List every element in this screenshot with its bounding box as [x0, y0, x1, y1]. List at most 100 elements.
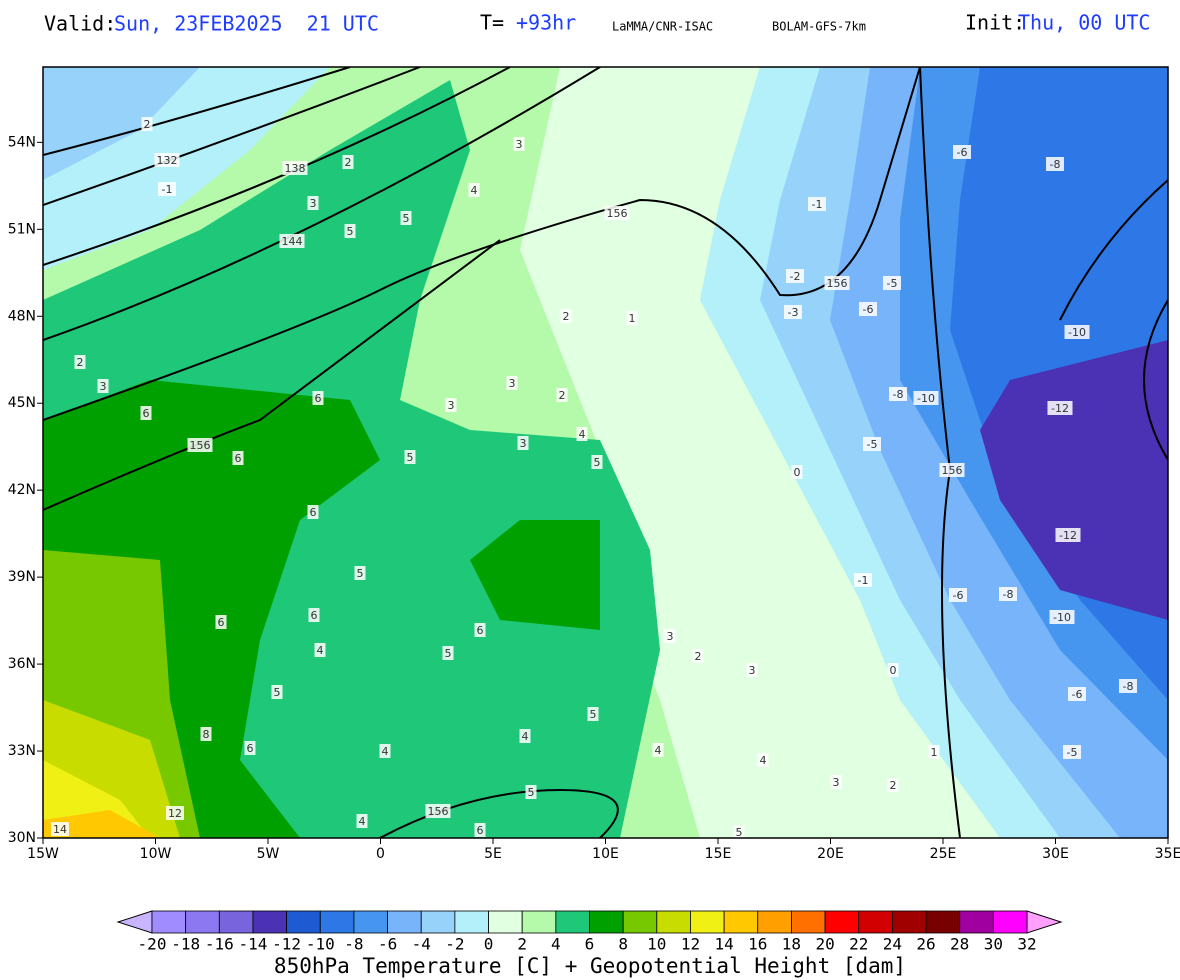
contour-label: -10: [1068, 326, 1086, 339]
colorbar-tick-label: -2: [445, 935, 464, 954]
colorbar-tick-label: 14: [714, 935, 733, 954]
colorbar-tick-label: 2: [517, 935, 527, 954]
contour-label-box: [519, 729, 531, 743]
colorbar-box: [925, 910, 961, 934]
colorbar-box: [824, 910, 860, 934]
contour-label: 132: [157, 154, 178, 167]
contour-label-box: [307, 196, 319, 210]
contour-label: 5: [594, 456, 601, 469]
contour-label: 6: [477, 624, 484, 637]
colorbar-tick-label: -6: [378, 935, 397, 954]
contour-label: 156: [942, 464, 963, 477]
contour-label-box: [784, 305, 802, 319]
contour-label: 5: [528, 786, 535, 799]
colorbar-box: [521, 910, 557, 934]
axes: 15W 10W 5W 0 5E 10E 15E 20E 25E 30E 35E 30N 33N 36N 39…: [8, 134, 1180, 862]
contour-label-box: [344, 224, 356, 238]
contour-label: 6: [315, 392, 322, 405]
contour-label: 5: [736, 826, 743, 839]
contour-label: 138: [285, 162, 306, 175]
contour-label: -1: [858, 574, 869, 587]
source: LaMMA/CNR-ISAC: [612, 20, 713, 34]
x-tick-label: 15E: [705, 846, 732, 862]
contour-label: 6: [235, 452, 242, 465]
colorbar-box: [286, 910, 321, 934]
valid-label: Valid:: [44, 12, 116, 36]
contour-label: 2: [345, 156, 352, 169]
contour-label: -1: [812, 198, 823, 211]
contour-label-box: [158, 182, 176, 196]
contour-label: -6: [957, 146, 968, 159]
contour-label: 4: [655, 744, 662, 757]
contour-label-box: [282, 161, 308, 175]
y-tick-label: 54N: [8, 134, 36, 150]
contour-label-box: [576, 427, 588, 441]
contour-label: 156: [428, 805, 449, 818]
contour-labels: 132138144156156156156156-6-8-1-2-3-5-6-1…: [51, 117, 1137, 839]
model: BOLAM-GFS-7km: [772, 20, 866, 34]
contour-label-box: [824, 276, 850, 290]
colorbar-tick-label: -20: [138, 935, 167, 954]
colorbar-tick-label: -14: [239, 935, 268, 954]
contour-label-box: [863, 437, 881, 451]
colorbar-box: [185, 910, 220, 934]
contour-label-box: [232, 451, 244, 465]
x-tick-label: 35E: [1155, 846, 1180, 862]
colorbar-box: [690, 910, 725, 934]
contour-label-box: [513, 137, 525, 151]
contour-label: 156: [607, 207, 628, 220]
contour-label-box: [166, 806, 184, 820]
colorbar-tick-label: -18: [171, 935, 200, 954]
colorbar-box: [891, 910, 927, 934]
contour-label-box: [354, 566, 366, 580]
contour-label: -8: [1050, 158, 1061, 171]
contour-label: 5: [357, 567, 364, 580]
colorbar-box: [218, 910, 254, 934]
colorbar-box: [723, 910, 759, 934]
colorbar-under: [116, 910, 153, 934]
colorbar-box: [656, 910, 691, 934]
contour-label: 8: [203, 728, 210, 741]
colorbar-tick-label: 28: [950, 935, 969, 954]
contour-label: -8: [1123, 680, 1134, 693]
init-label: Init:: [965, 11, 1025, 35]
colorbar-title: 850hPa Temperature [C] + Geopotential He…: [274, 954, 906, 978]
contour-label: 2: [695, 650, 702, 663]
contour-label: 2: [563, 310, 570, 323]
colorbar-tick-label: 6: [585, 935, 595, 954]
colorbar-box: [488, 910, 523, 934]
contour-label-box: [468, 183, 480, 197]
colorbar-box: [858, 910, 893, 934]
colorbar-tick-label: 26: [916, 935, 935, 954]
contour-label-box: [307, 505, 319, 519]
colorbar-tick-label: 30: [984, 935, 1003, 954]
colorbar-over: [1026, 910, 1063, 934]
contour-label-box: [200, 727, 212, 741]
y-tick-label: 30N: [8, 830, 36, 846]
colorbar-tick-label: 12: [681, 935, 700, 954]
map-field: [43, 67, 1168, 838]
colorbar-box: [252, 910, 288, 934]
colorbar-box: [387, 910, 422, 934]
colorbar-box: [791, 910, 826, 934]
contour-label: 1: [629, 312, 636, 325]
x-tick-label: 30E: [1042, 846, 1069, 862]
contour-label-box: [97, 379, 109, 393]
contour-label-box: [404, 450, 416, 464]
contour-label: -12: [1051, 402, 1069, 415]
x-tick-label: 20E: [817, 846, 844, 862]
colorbar-box: [757, 910, 792, 934]
contour-label: 14: [53, 823, 67, 836]
contour-label-box: [757, 753, 769, 767]
contour-label-box: [887, 663, 899, 677]
y-tick-label: 51N: [8, 221, 36, 237]
contour-label-box: [1068, 687, 1086, 701]
contour-label-box: [692, 649, 704, 663]
contour-label: 4: [579, 428, 586, 441]
contour-label: 3: [310, 197, 317, 210]
contour-label: 3: [667, 630, 674, 643]
contour-label-box: [786, 269, 804, 283]
colorbar-tick-label: 0: [484, 935, 494, 954]
colorbar-tick-label: 20: [815, 935, 834, 954]
contour-label-box: [591, 455, 603, 469]
